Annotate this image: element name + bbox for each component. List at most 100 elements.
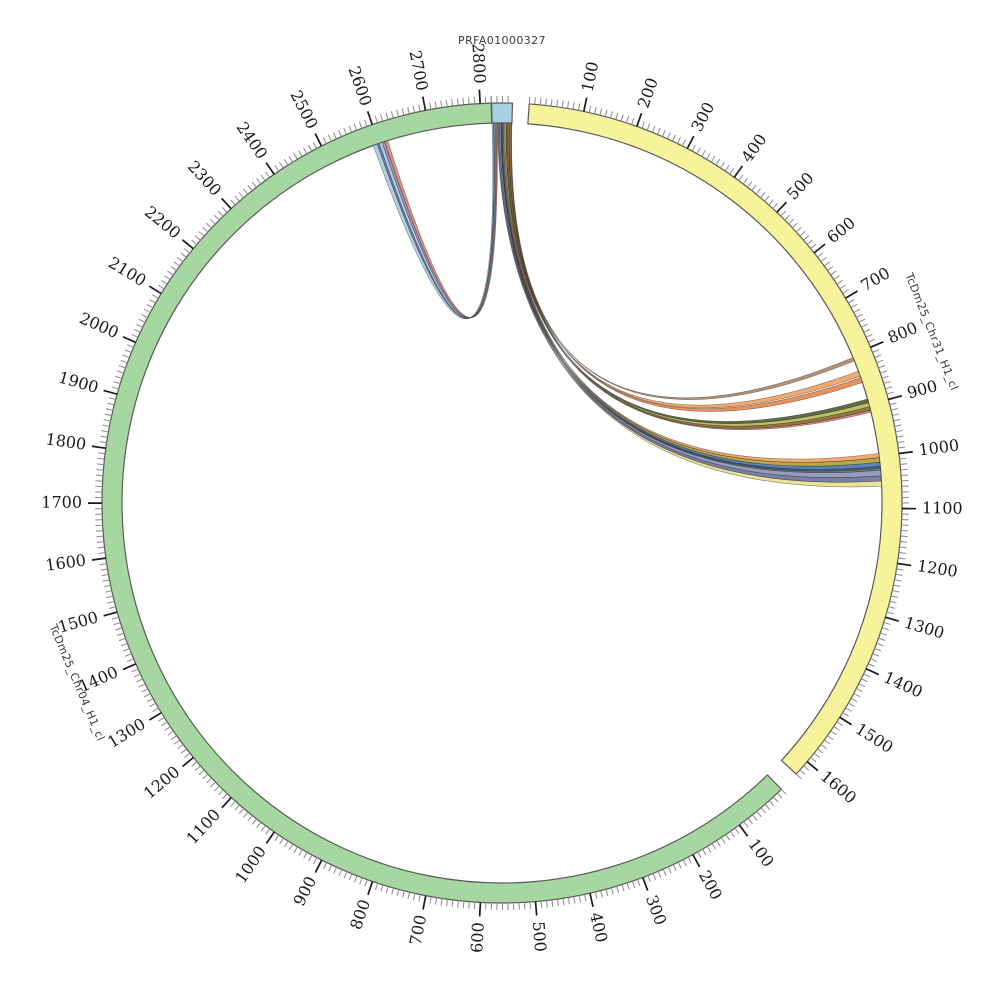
- tick-minor: [333, 867, 338, 874]
- tick-major: [898, 450, 913, 455]
- tick-minor: [881, 375, 889, 379]
- tick-minor: [333, 132, 337, 140]
- tick-minor: [323, 862, 328, 870]
- tick-minor: [588, 105, 592, 113]
- tick-minor: [899, 546, 907, 549]
- tick-minor: [434, 897, 438, 905]
- tick-minor: [279, 837, 284, 845]
- tick-minor: [886, 611, 894, 615]
- tick-minor: [729, 168, 735, 175]
- tick-minor: [113, 381, 121, 385]
- tick-minor: [238, 808, 245, 815]
- tick-major: [366, 111, 374, 125]
- tick-minor: [238, 192, 244, 199]
- tick-label: 1600: [44, 550, 87, 574]
- tick-label: 100: [744, 835, 777, 871]
- tick-minor: [777, 792, 783, 799]
- tick-minor: [856, 313, 863, 318]
- tick-label: 2100: [105, 253, 150, 291]
- tick-minor: [160, 279, 168, 285]
- tick-minor: [101, 573, 109, 577]
- tick-major: [122, 335, 137, 344]
- tick-minor: [539, 97, 542, 105]
- tick-minor: [107, 600, 115, 604]
- tick-minor: [886, 391, 894, 395]
- tick-minor: [820, 256, 827, 262]
- tick-minor: [878, 637, 886, 641]
- tick-minor: [149, 702, 156, 708]
- tick-minor: [898, 551, 906, 554]
- tick-minor: [696, 147, 701, 154]
- tick-minor: [234, 804, 240, 811]
- tick-major: [897, 562, 912, 567]
- tick-minor: [615, 112, 619, 120]
- tick-minor: [682, 859, 687, 867]
- tick-minor: [288, 155, 294, 163]
- tick-minor: [893, 418, 901, 422]
- tick-minor: [260, 825, 266, 832]
- tick-minor: [100, 568, 108, 571]
- tick-minor: [173, 739, 181, 745]
- tick-minor: [353, 123, 358, 131]
- tick-minor: [577, 103, 581, 111]
- tick-minor: [863, 673, 871, 678]
- tick-minor: [131, 333, 139, 338]
- tick-minor: [734, 827, 740, 835]
- tick-minor: [115, 627, 123, 631]
- tick-minor: [96, 541, 104, 543]
- tick-minor: [108, 606, 116, 610]
- tick-minor: [440, 898, 443, 906]
- tick-minor: [218, 789, 224, 796]
- tick-minor: [343, 871, 348, 879]
- tick-minor: [540, 901, 543, 909]
- tick-minor: [457, 900, 459, 908]
- tick-minor: [230, 800, 236, 807]
- tick-minor: [385, 112, 389, 120]
- tick-minor: [716, 840, 721, 847]
- tick-minor: [803, 765, 810, 771]
- tick-minor: [214, 785, 220, 792]
- tick-minor: [146, 697, 154, 703]
- tick-major: [839, 716, 853, 726]
- tick-minor: [672, 134, 676, 142]
- tick-label: 300: [642, 892, 671, 927]
- tick-minor: [880, 370, 888, 374]
- tick-label: 600: [467, 922, 488, 954]
- tick-minor: [152, 707, 159, 712]
- tick-minor: [584, 894, 587, 902]
- tick-minor: [550, 99, 553, 107]
- tick-minor: [103, 584, 111, 588]
- tick-minor: [756, 811, 762, 818]
- tick-minor: [260, 174, 266, 181]
- tick-minor: [725, 834, 731, 841]
- tick-minor: [234, 195, 240, 202]
- tick-minor: [572, 102, 575, 110]
- tick-label: 2400: [233, 118, 272, 162]
- tick-minor: [358, 121, 363, 129]
- tick-minor: [283, 840, 289, 848]
- tick-minor: [303, 147, 308, 155]
- tick-minor: [283, 158, 289, 166]
- tick-minor: [893, 584, 901, 588]
- tick-minor: [468, 901, 470, 909]
- tick-minor: [312, 142, 318, 149]
- tick-minor: [396, 109, 400, 117]
- tick-minor: [768, 199, 774, 206]
- tick-minor: [210, 781, 216, 788]
- tick-minor: [429, 102, 432, 110]
- tick-label: 1800: [44, 429, 87, 453]
- tick-minor: [451, 899, 454, 907]
- tick-minor: [810, 243, 817, 249]
- tick-minor: [545, 98, 547, 106]
- tick-minor: [107, 402, 115, 406]
- tick-minor: [681, 139, 686, 147]
- tick-minor: [641, 121, 645, 129]
- tick-minor: [836, 721, 843, 727]
- tick-minor: [625, 116, 630, 123]
- tick-minor: [118, 365, 126, 369]
- tick-minor: [768, 800, 775, 807]
- tick-minor: [600, 890, 603, 898]
- tick-minor: [738, 174, 744, 181]
- tick-minor: [836, 279, 843, 285]
- tick-minor: [98, 552, 106, 554]
